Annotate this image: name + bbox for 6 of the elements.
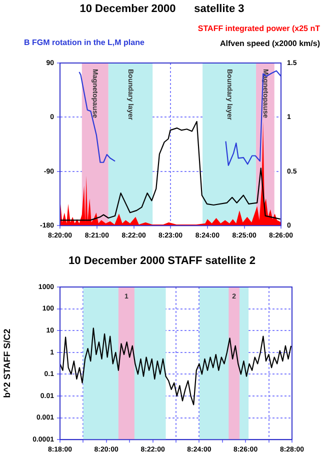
text: B FGM rotation in the L,M plane (24, 38, 144, 47)
y-axis-title: b^2 STAFF S/C2 (2, 328, 12, 398)
chart-title: 10 December 2000 STAFF satellite 2 (68, 255, 256, 267)
text: Alfven speed (x2000 km/s) (220, 39, 320, 48)
chart-title: 10 December 2000 satellite 3 (78, 3, 246, 15)
text: STAFF integrated power (x25 nT (198, 24, 320, 33)
